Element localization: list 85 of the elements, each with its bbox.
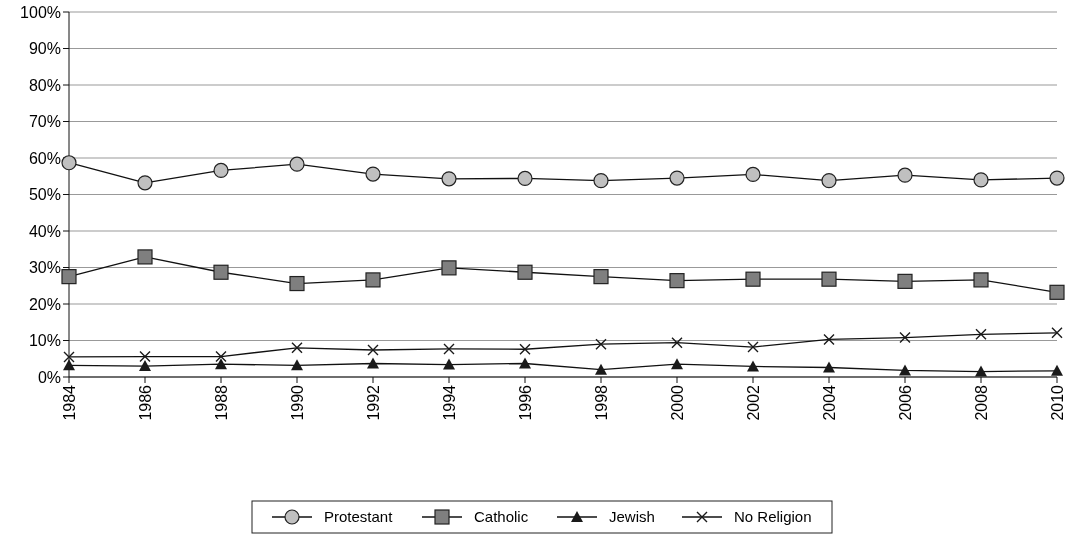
point	[291, 342, 303, 354]
point	[137, 175, 153, 191]
point	[365, 166, 381, 182]
x-tick-label: 2006	[896, 384, 914, 421]
x-tick-label: 1996	[516, 384, 534, 421]
point	[671, 358, 683, 370]
point	[61, 155, 77, 171]
point	[975, 365, 987, 377]
point	[139, 350, 151, 363]
point	[745, 271, 761, 287]
y-tick-label: 70%	[28, 113, 61, 131]
y-tick-label: 50%	[28, 186, 61, 204]
point	[441, 260, 457, 276]
point	[365, 272, 381, 288]
y-tick-label: 80%	[28, 76, 61, 94]
point	[669, 170, 685, 186]
point	[291, 359, 303, 371]
point	[1049, 284, 1065, 300]
point	[593, 269, 609, 285]
y-tick-label: 20%	[28, 295, 61, 313]
legend-label: Jewish	[609, 508, 655, 525]
point	[747, 341, 759, 353]
point	[443, 343, 455, 355]
y-tick-label: 100%	[20, 3, 61, 21]
point	[63, 359, 75, 371]
legend-label: Protestant	[324, 508, 394, 525]
point	[899, 364, 911, 376]
point	[1051, 327, 1063, 339]
x-tick-label: 1998	[592, 384, 610, 421]
point	[519, 357, 531, 369]
x-tick-label: 1984	[60, 384, 78, 421]
x-tick-label: 2002	[744, 384, 762, 421]
x-tick-label: 1986	[136, 384, 154, 421]
x-tick-label: 1994	[440, 384, 458, 421]
point	[671, 336, 683, 349]
point	[215, 350, 227, 363]
x-tick-label: 1990	[288, 384, 306, 421]
point	[137, 249, 153, 265]
point	[61, 269, 77, 285]
x-tick-label: 2000	[668, 384, 686, 421]
point	[519, 343, 531, 355]
y-tick-label: 60%	[28, 149, 61, 167]
y-tick-label: 40%	[28, 222, 61, 240]
point	[1051, 364, 1063, 376]
point	[443, 358, 455, 370]
point	[595, 363, 607, 375]
point	[897, 167, 913, 183]
point	[441, 171, 457, 187]
point	[975, 328, 987, 340]
point	[517, 170, 533, 187]
point	[595, 338, 607, 350]
x-tick-label: 1992	[364, 384, 382, 421]
y-tick-label: 90%	[28, 40, 61, 58]
point	[1049, 170, 1065, 186]
point	[823, 361, 835, 373]
point	[897, 273, 913, 289]
point	[63, 351, 75, 363]
legend-label: No Religion	[734, 508, 812, 525]
point	[289, 275, 305, 292]
point	[973, 172, 989, 188]
point	[215, 358, 227, 370]
y-tick-label: 0%	[37, 368, 61, 386]
legend-label: Catholic	[474, 508, 529, 525]
point	[517, 264, 533, 280]
point	[139, 360, 151, 372]
point	[747, 360, 759, 372]
x-tick-label: 2010	[1048, 384, 1066, 421]
point	[213, 162, 229, 179]
point	[899, 331, 911, 344]
point	[213, 264, 229, 280]
point	[745, 166, 761, 183]
point	[973, 272, 989, 288]
point	[823, 333, 835, 346]
y-tick-label: 10%	[28, 332, 61, 350]
point	[289, 156, 305, 172]
point	[669, 273, 685, 289]
x-tick-label: 2008	[972, 384, 990, 421]
point	[593, 173, 609, 189]
point	[367, 344, 379, 356]
x-tick-label: 2004	[820, 384, 838, 421]
point	[821, 271, 837, 287]
x-tick-label: 1988	[212, 384, 230, 421]
point	[367, 357, 379, 369]
y-tick-label: 30%	[28, 259, 61, 277]
point	[821, 173, 837, 189]
